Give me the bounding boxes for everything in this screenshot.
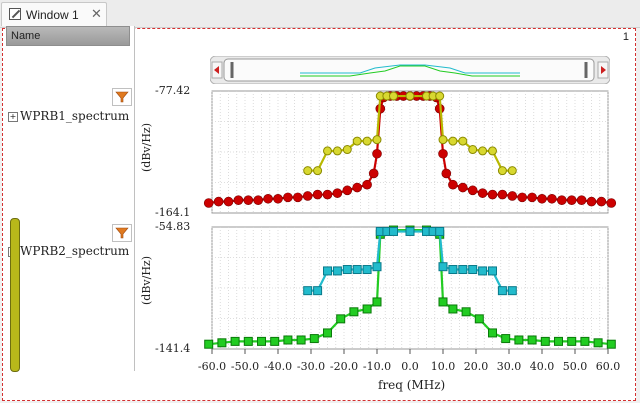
x-tick-label: 60.0: [595, 360, 621, 373]
x-axis-label: freq (MHz): [378, 378, 446, 392]
x-tick-label: -20.0: [329, 360, 359, 373]
x-tick-label: -30.0: [296, 360, 326, 373]
x-tick-label: -50.0: [230, 360, 260, 373]
plot1-ymax-label: -77.42: [155, 84, 191, 97]
x-tick-label: 20.0: [463, 360, 489, 373]
name-column-header[interactable]: Name: [6, 26, 130, 46]
signal-item-wprb1[interactable]: + WPRB1_spectrum: [8, 109, 129, 123]
x-tick-label: 40.0: [529, 360, 555, 373]
x-tick-label: 10.0: [430, 360, 456, 373]
signal-name: WPRB1_spectrum: [20, 109, 130, 123]
close-icon[interactable]: ✕: [91, 6, 102, 21]
tab-title: Window 1: [26, 8, 79, 22]
scroller-thumb[interactable]: [223, 58, 595, 82]
arrow-right-icon: [601, 66, 606, 74]
x-tick-label: 50.0: [562, 360, 588, 373]
plot2-ymax-label: -54.83: [155, 220, 191, 233]
plot2-units-label: (dBv/Hz): [140, 255, 153, 305]
filter-button-wprb2[interactable]: [112, 224, 132, 242]
signal-list-panel: Name +WPRB1_spectrum +WPRB2_spectrum: [6, 26, 135, 372]
x-tick-label: -40.0: [263, 360, 293, 373]
plot-window-icon: [9, 8, 21, 20]
plot1-units-label: (dBv/Hz): [140, 122, 153, 172]
tab-window-1[interactable]: Window 1 ✕: [1, 2, 107, 26]
plot2-ymin-label: -141.4: [155, 342, 191, 355]
plot1-ymin-label: -164.1: [155, 206, 191, 219]
x-tick-label: 30.0: [496, 360, 522, 373]
y-axis-grouping-bar[interactable]: [10, 218, 20, 372]
overview-scroller[interactable]: [210, 56, 610, 84]
filter-button-wprb1[interactable]: [112, 88, 132, 106]
filter-icon: [115, 91, 129, 103]
expand-icon[interactable]: +: [8, 112, 18, 122]
name-header-label: Name: [11, 30, 41, 42]
x-tick-label: 0.0: [401, 360, 419, 373]
signal-name: WPRB2_spectrum: [20, 244, 130, 258]
x-tick-label: -60.0: [197, 360, 227, 373]
filter-icon: [115, 227, 129, 239]
page-number: 1: [622, 31, 629, 43]
tab-bar: Window 1 ✕: [0, 0, 640, 28]
arrow-left-icon: [214, 66, 219, 74]
signal-item-wprb2[interactable]: +WPRB2_spectrum: [8, 244, 129, 258]
x-tick-label: -10.0: [362, 360, 392, 373]
